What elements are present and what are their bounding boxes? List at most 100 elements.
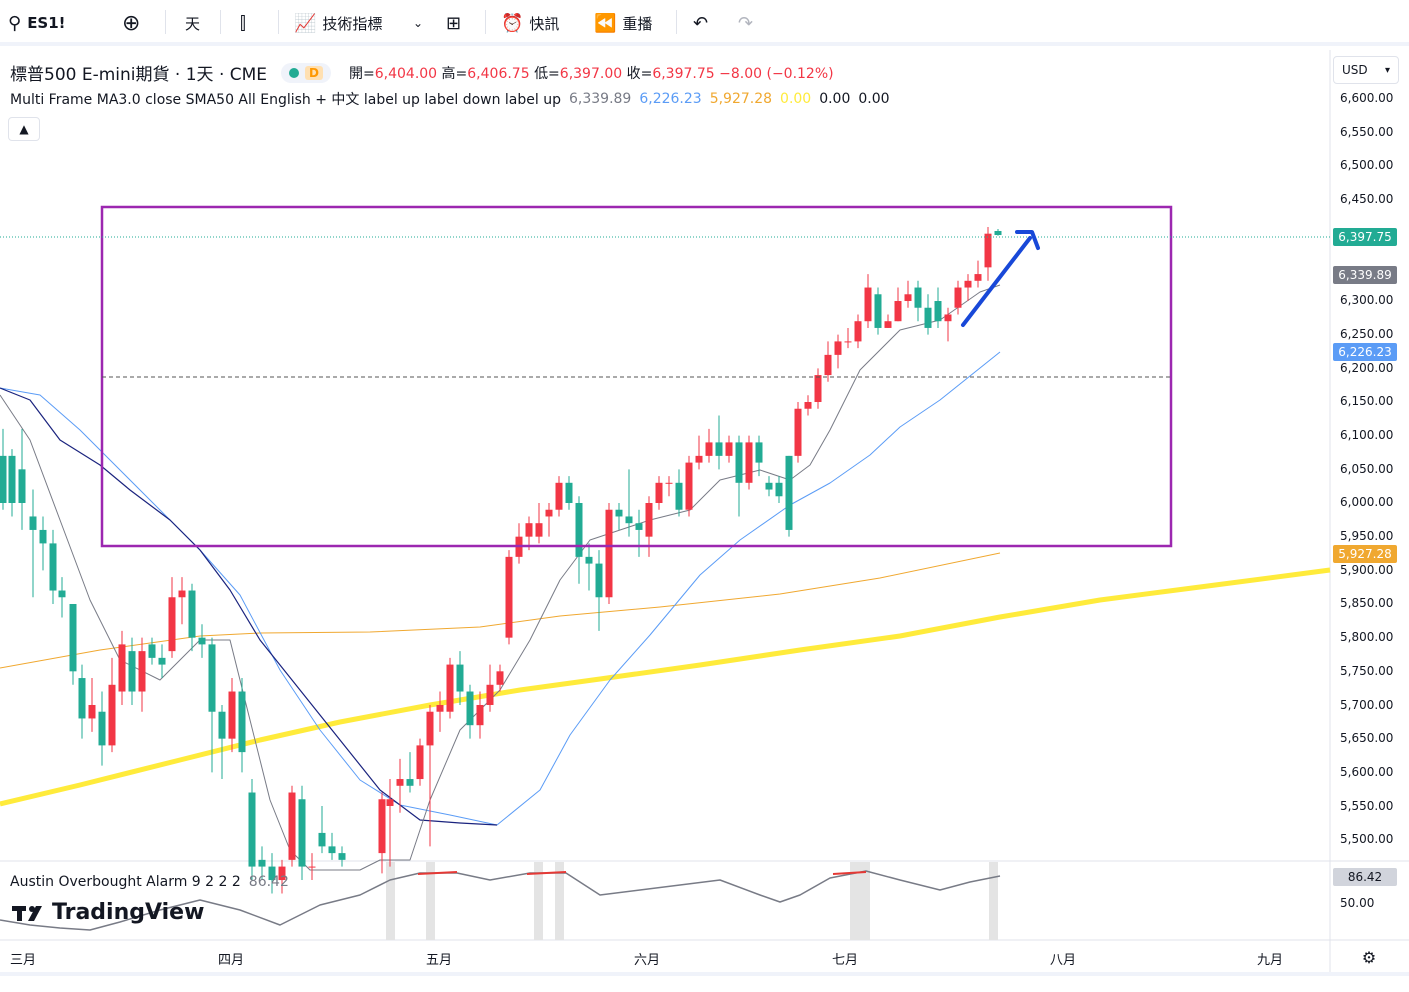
collapse-legend-button[interactable]: ▲: [8, 117, 40, 141]
candle-body: [0, 455, 7, 503]
price-axis-label: 6,150.00: [1340, 394, 1394, 408]
candle-body: [625, 516, 633, 524]
compare-button[interactable]: ⊕: [122, 0, 146, 46]
candle-body: [49, 543, 57, 591]
chevron-down-icon: ⌄: [413, 16, 424, 30]
ohlc-values: 開=6,404.00 高=6,406.75 低=6,397.00 收=6,397…: [349, 63, 834, 83]
indicator-legend[interactable]: Multi Frame MA3.0 close SMA50 All Englis…: [10, 89, 890, 109]
alerts-button[interactable]: ⏰ 快訊: [501, 0, 559, 46]
month-label: 九月: [1257, 953, 1284, 968]
interval-button[interactable]: 天: [185, 0, 200, 46]
price-axis-label: 6,500.00: [1340, 158, 1394, 172]
candle-body: [298, 799, 306, 867]
candle-body: [834, 341, 842, 355]
interval-label: 天: [185, 14, 201, 33]
candle-body: [944, 314, 952, 322]
candle-body: [148, 644, 156, 658]
indicator-value-2: 6,226.23: [639, 91, 702, 107]
price-axis-label: 5,850.00: [1340, 596, 1394, 610]
indicators-icon: 📈: [294, 12, 317, 34]
currency-label: USD: [1342, 63, 1368, 77]
oscillator-overbought-segment: [832, 871, 867, 875]
candle-body: [8, 455, 16, 503]
candle-body: [258, 859, 266, 867]
tradingview-logo[interactable]: TradingView: [12, 900, 204, 925]
month-label: 七月: [832, 953, 859, 968]
candle-body: [585, 556, 593, 564]
currency-select[interactable]: USD ▾: [1333, 56, 1399, 84]
indicator-name: Multi Frame MA3.0 close SMA50 All Englis…: [10, 92, 561, 108]
candle-body: [645, 503, 653, 537]
candle-body: [416, 745, 424, 780]
price-axis-label: 5,650.00: [1340, 731, 1394, 745]
candle-body: [456, 664, 464, 692]
price-axis-label: 5,900.00: [1340, 563, 1394, 577]
last-price-tag: 6,397.75: [1333, 228, 1397, 246]
change-value: −8.00 (−0.12%): [719, 65, 834, 82]
candle-body: [804, 402, 812, 409]
candle-body: [29, 516, 37, 530]
month-label: 八月: [1050, 953, 1077, 968]
low-value: 6,397.00: [559, 65, 623, 82]
rewind-icon: ⏪: [594, 12, 617, 34]
oscillator-highlight: [534, 862, 543, 940]
candle-body: [635, 523, 643, 530]
candle-body: [735, 442, 743, 483]
candle-body: [575, 503, 583, 557]
plus-circle-icon: ⊕: [122, 10, 141, 36]
redo-button[interactable]: ↷: [738, 0, 759, 46]
candle-body: [58, 590, 66, 598]
candle-body: [794, 408, 802, 456]
candle-body: [248, 792, 256, 867]
toolbar-divider: [485, 10, 486, 34]
price-axis-label: 5,750.00: [1340, 664, 1394, 678]
price-axis-label: 5,600.00: [1340, 765, 1394, 779]
layout-button[interactable]: ⊞: [446, 0, 467, 46]
candle-body: [695, 455, 703, 463]
sma-orange-line: [0, 552, 1001, 669]
candle-body: [386, 799, 394, 806]
indicators-dropdown[interactable]: ⌄: [413, 0, 423, 46]
redo-icon: ↷: [738, 12, 754, 34]
replay-button[interactable]: ⏪ 重播: [594, 0, 652, 46]
candle-body: [476, 704, 484, 726]
close-key: 收=: [626, 65, 653, 82]
price-axis-label: 5,800.00: [1340, 630, 1394, 644]
candle-body: [218, 711, 226, 739]
candle-body: [396, 779, 404, 786]
symbol-label: ES1!: [27, 14, 66, 32]
candle-body: [984, 233, 992, 268]
candle-body: [954, 287, 962, 308]
price-axis-label: 6,550.00: [1340, 125, 1394, 139]
oscillator-highlight: [850, 862, 870, 940]
undo-button[interactable]: ↶: [693, 0, 714, 46]
symbol-title: 標普500 E-mini期貨 · 1天 · CME: [10, 65, 268, 85]
price-axis-label: 6,250.00: [1340, 327, 1394, 341]
chart-canvas[interactable]: [0, 50, 1409, 992]
oscillator-line: [0, 870, 1001, 931]
time-axis-settings-button[interactable]: ⚙: [1358, 946, 1380, 968]
indicator-value-1: 6,339.89: [569, 91, 632, 107]
market-open-dot: [289, 67, 300, 78]
oscillator-name: Austin Overbought Alarm 9 2 2 2: [10, 874, 241, 890]
candle-body: [615, 509, 623, 517]
price-axis-label: 5,950.00: [1340, 529, 1394, 543]
chart-type-button[interactable]: ⫿: [240, 0, 252, 46]
candle-body: [595, 563, 603, 598]
chart-area[interactable]: [0, 50, 1409, 992]
candle-body: [934, 301, 942, 322]
oscillator-axis-label: 50.00: [1340, 896, 1375, 910]
oscillator-price-tag: 86.42: [1333, 868, 1397, 886]
price-axis-label: 6,600.00: [1340, 91, 1394, 105]
high-value: 6,406.75: [467, 65, 530, 82]
delay-badge: D: [305, 65, 323, 80]
oscillator-legend[interactable]: Austin Overbought Alarm 9 2 2 2 86.42: [10, 874, 289, 890]
undo-icon: ↶: [693, 12, 709, 34]
indicators-button[interactable]: 📈 技術指標: [294, 0, 382, 46]
month-label: 三月: [10, 953, 37, 968]
symbol-search-button[interactable]: ⚲ ES1!: [8, 0, 66, 46]
candle-body: [854, 321, 862, 342]
candle-body: [168, 597, 176, 652]
candle-body: [486, 684, 494, 705]
sma-gray-line: [0, 284, 1001, 871]
